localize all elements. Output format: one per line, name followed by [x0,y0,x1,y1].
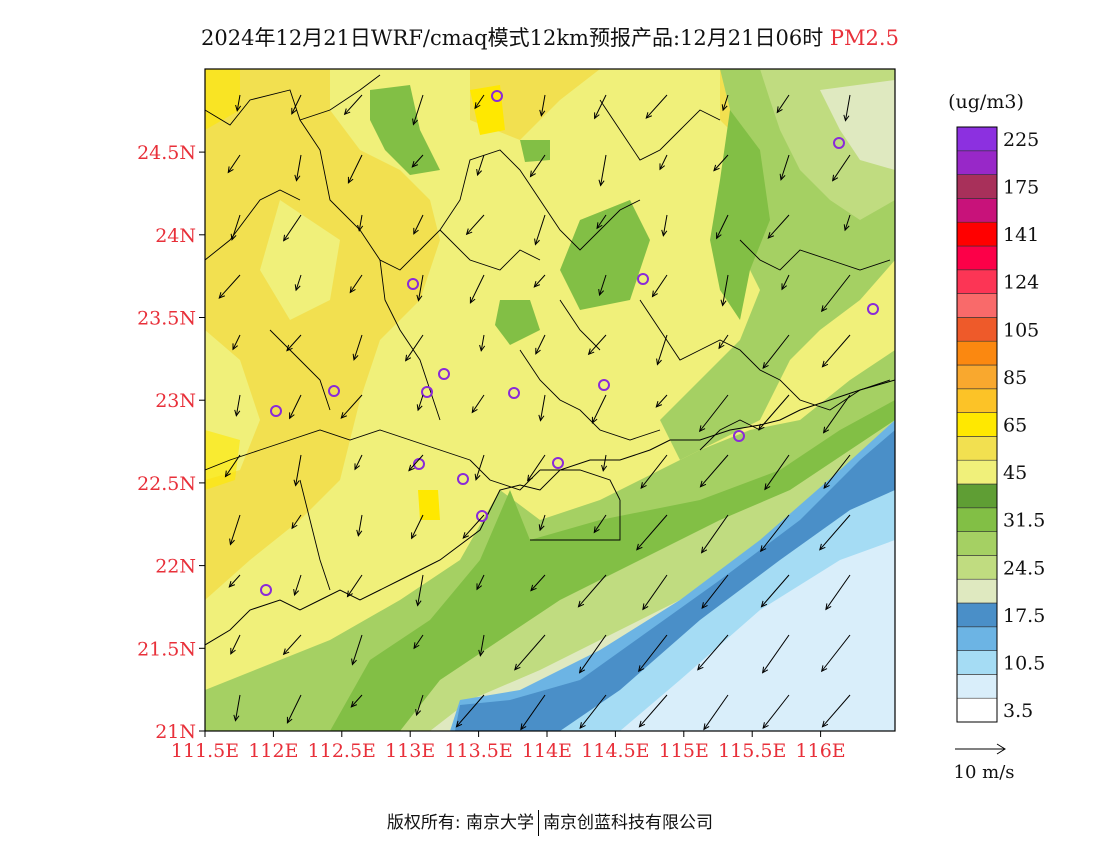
station-marker [260,584,272,596]
footer-right: 南京创蓝科技有限公司 [543,813,714,833]
y-tick-label: 24N [155,225,196,247]
legend-label: 17.5 [1003,605,1045,627]
wind-reference-label: 10 m/s [954,762,1015,783]
station-marker [598,379,610,391]
y-tick-label: 24.5N [137,142,196,164]
x-tick-label: 114E [522,740,572,762]
legend-swatch [956,293,998,318]
legend-swatch [956,269,998,294]
legend-swatch [956,126,998,152]
station-marker [552,457,564,469]
legend-swatch [956,150,998,175]
legend-label: 105 [1003,319,1039,341]
x-tick-label: 111.5E [171,740,239,762]
y-tick-label: 22.5N [137,473,196,495]
legend-swatch [956,436,998,461]
legend-label: 225 [1003,129,1039,151]
station-marker [491,90,503,102]
y-tick-label: 22N [155,556,196,578]
legend-swatch [956,221,998,247]
x-tick-label: 112E [248,740,298,762]
y-tick-label: 21.5N [137,638,196,660]
legend-swatch [956,483,998,509]
x-tick-label: 112.5E [308,740,376,762]
legend-swatch [956,555,998,580]
y-tick-label: 21N [155,721,196,743]
legend-swatch [956,174,998,199]
legend-swatch [956,531,998,556]
station-marker [833,137,845,149]
station-marker [421,386,433,398]
station-marker [457,473,469,485]
wind-reference: 10 m/s [954,743,1015,783]
footer-copyright: 版权所有: 南京大学 南京创蓝科技有限公司 [0,808,1100,836]
legend-label: 3.5 [1003,700,1033,722]
legend-swatch [956,578,998,604]
legend-swatch [956,198,998,223]
x-tick-label: 115E [659,740,709,762]
map-title: 2024年12月21日WRF/cmaq模式12km预报产品:12月21日06时 … [0,22,1100,52]
legend-swatch [956,674,998,699]
station-marker [867,303,879,315]
y-tick-label: 23.5N [137,308,196,330]
x-tick-label: 116E [796,740,846,762]
legend-swatch [956,602,998,628]
legend-label: 24.5 [1003,557,1045,579]
legend-swatch [956,507,998,532]
x-tick-label: 114.5E [581,740,649,762]
legend-swatch [956,340,998,366]
legend-swatch [956,364,998,390]
legend-label: 10.5 [1003,653,1045,675]
station-marker [407,278,419,290]
legend-swatch [956,412,998,437]
legend-swatch [956,317,998,342]
axis-ticks [199,151,822,737]
x-axis-labels: 111.5E 112E 112.5E 113E 113.5E 114E 114.5E 115E… [171,740,846,762]
title-pollutant: PM2.5 [829,26,899,50]
color-legend [956,126,998,723]
footer-left: 版权所有: 南京大学 [386,813,535,833]
station-marker [270,405,282,417]
legend-label: 124 [1003,272,1039,294]
y-tick-label: 23N [155,390,196,412]
legend-unit: (ug/m3) [948,91,1024,113]
legend-swatch [956,697,998,723]
x-tick-label: 113E [385,740,435,762]
title-main: 2024年12月21日WRF/cmaq模式12km预报产品:12月21日06时 [201,26,824,50]
legend-swatch [956,650,998,675]
legend-labels: 3.5 10.5 17.5 24.5 31.5 45 65 85 105 124 141 175 225 [1003,129,1045,722]
legend-swatch [956,388,998,413]
x-tick-label: 115.5E [718,740,786,762]
legend-label: 141 [1003,224,1039,246]
legend-swatch [956,459,998,485]
legend-label: 45 [1003,462,1027,484]
legend-swatch [956,626,998,651]
wind-vectors [218,94,851,731]
station-marker [438,368,450,380]
pm25-concentration-field [205,69,895,731]
station-marker [733,430,745,442]
station-marker [476,510,488,522]
y-axis-labels: 21N 21.5N 22N 22.5N 23N 23.5N 24N 24.5N [137,142,196,743]
legend-label: 31.5 [1003,510,1045,532]
x-tick-label: 113.5E [444,740,512,762]
legend-label: 65 [1003,415,1027,437]
station-marker [508,387,520,399]
legend-label: 175 [1003,177,1039,199]
legend-swatch [956,245,998,271]
station-marker [328,385,340,397]
station-marker [637,273,649,285]
legend-label: 85 [1003,367,1027,389]
